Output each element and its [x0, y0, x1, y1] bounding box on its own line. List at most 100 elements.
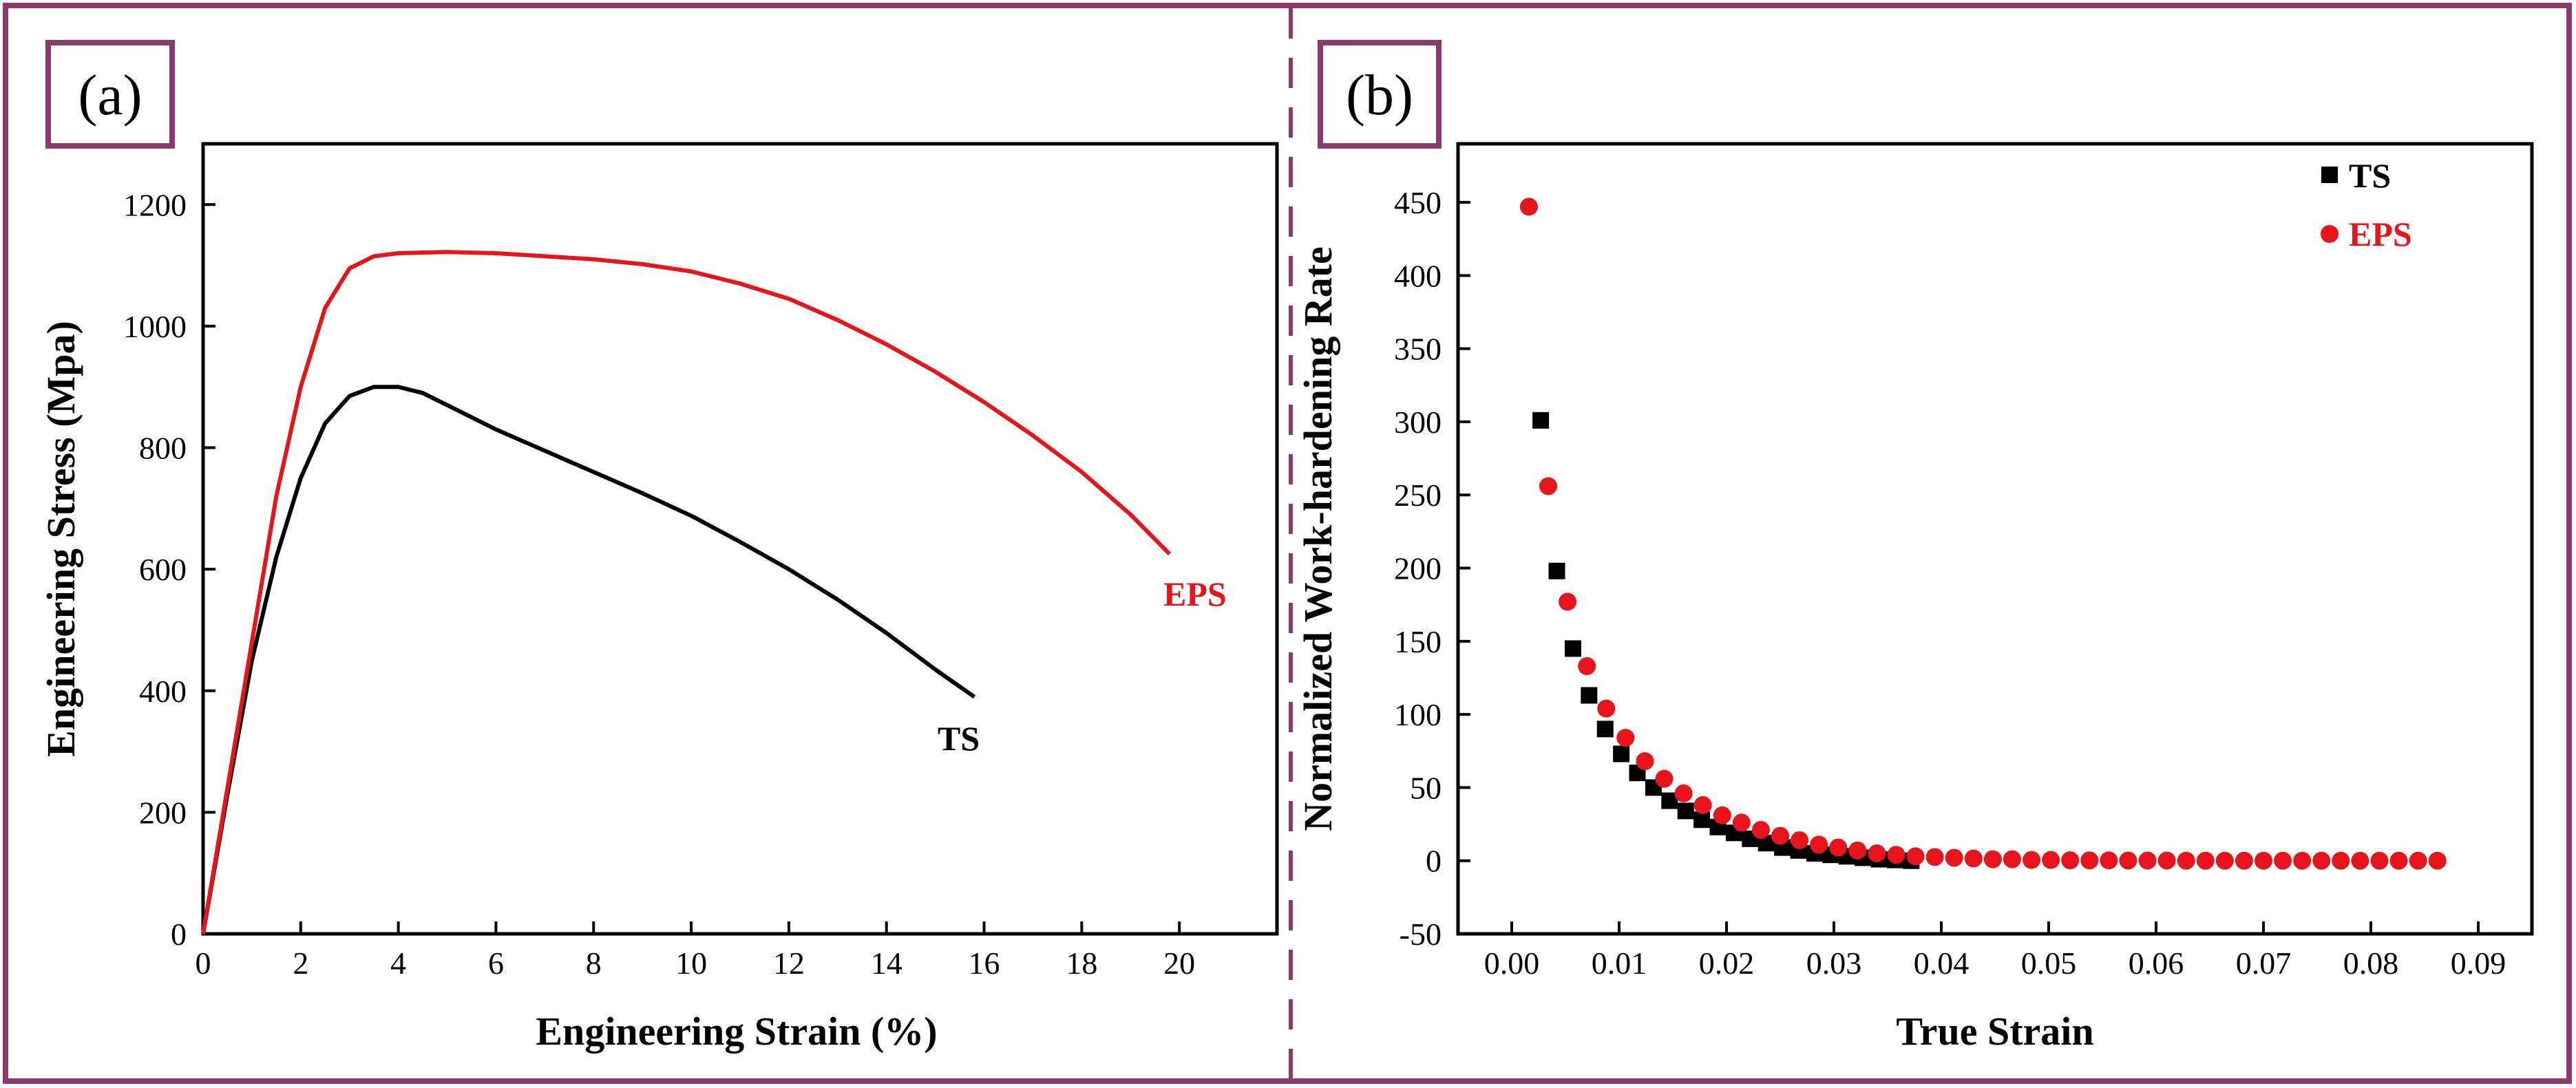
eps-point: [1925, 848, 1944, 866]
panel-a-tag-box: [45, 40, 175, 149]
b-y-tick-label: 150: [1394, 624, 1442, 659]
eps-point: [2351, 851, 2369, 870]
eps-point: [2080, 851, 2099, 870]
eps-point: [1578, 657, 1596, 675]
eps-point: [2255, 851, 2272, 870]
eps-point: [2061, 851, 2080, 870]
eps-point: [2332, 851, 2350, 870]
eps-point: [1983, 850, 2002, 868]
b-y-tick-label: 350: [1394, 332, 1442, 367]
b-x-tick-label: 0.02: [1699, 946, 1755, 981]
eps-point: [1636, 752, 1654, 771]
a-y-tick-label: 800: [139, 431, 187, 466]
ts-point: [1693, 811, 1711, 829]
legend-label-ts: TS: [2349, 156, 2391, 195]
eps-point: [2196, 851, 2215, 870]
b-y-tick-label: 450: [1394, 185, 1442, 220]
a-y-tick-label: 1200: [123, 187, 187, 222]
curve-label-eps: EPS: [1163, 575, 1227, 613]
eps-point: [1771, 826, 1789, 845]
legend-marker-eps: [2321, 225, 2339, 243]
eps-point: [2003, 850, 2021, 868]
a-y-tick-label: 400: [139, 674, 187, 709]
plot-b-x-ticks: 0.00 0.01 0.02 0.03 0.04 0.05 0.06 0.07 0.08 0.09: [1484, 921, 2506, 981]
plot-a-x-axis-title: Engineering Strain (%): [536, 1009, 937, 1054]
eps-point: [2370, 851, 2389, 870]
b-y-tick-label: 250: [1394, 478, 1442, 513]
panel-a-tag: (a): [78, 63, 142, 127]
b-x-tick-label: 0.00: [1484, 946, 1540, 981]
plot-a-y-ticks: 0 200 400 600 800 1000 1200: [123, 187, 215, 952]
eps-point: [2138, 851, 2157, 870]
b-x-tick-label: 0.01: [1592, 946, 1647, 981]
panel-b-tag-box: [1318, 40, 1442, 149]
b-x-tick-label: 0.05: [2021, 946, 2077, 981]
ts-point: [1548, 562, 1565, 579]
eps-point: [2215, 851, 2234, 870]
eps-point: [1810, 835, 1828, 854]
eps-point: [2389, 851, 2408, 870]
a-x-tick-label: 4: [390, 946, 406, 981]
b-x-tick-label: 0.04: [1914, 946, 1970, 981]
eps-point: [2100, 851, 2118, 870]
eps-point: [2274, 851, 2292, 870]
ts-point: [1596, 721, 1614, 738]
b-x-tick-label: 0.06: [2129, 946, 2184, 981]
a-y-tick-label: 0: [171, 917, 187, 952]
eps-point: [2293, 851, 2312, 870]
eps-point: [2177, 851, 2195, 870]
eps-point: [2042, 851, 2060, 869]
ts-point: [1581, 687, 1598, 704]
legend-label-eps: EPS: [2349, 215, 2412, 253]
a-x-tick-label: 14: [871, 946, 902, 981]
a-y-tick-label: 200: [139, 795, 187, 830]
curve-label-ts: TS: [938, 719, 980, 758]
eps-point: [2409, 851, 2427, 870]
b-y-tick-label: 400: [1394, 258, 1442, 293]
plot-a-y-axis-title: Engineering Stress (Mpa): [39, 321, 83, 757]
eps-point: [1964, 849, 1983, 868]
b-y-tick-label: 50: [1410, 770, 1442, 805]
eps-point: [2023, 851, 2041, 869]
b-x-tick-label: 0.08: [2343, 946, 2399, 981]
b-y-tick-label: 200: [1394, 551, 1442, 586]
a-x-tick-label: 18: [1066, 946, 1097, 981]
b-y-tick-label: 300: [1394, 405, 1442, 440]
eps-point: [1906, 847, 1925, 866]
a-x-tick-label: 0: [196, 946, 211, 981]
eps-point: [1539, 477, 1558, 495]
outer-frame: [3, 3, 2572, 1084]
eps-point: [1616, 729, 1635, 747]
panel-a: (a) 0 2 4 6 8 10 12 14 16 18 20 0 200 400 600 800 1000 1…: [39, 40, 1279, 1054]
ts-point: [1564, 640, 1581, 657]
eps-point: [1887, 846, 1905, 864]
b-x-tick-label: 0.07: [2236, 946, 2292, 981]
plot-b-y-ticks: -50 0 50 100 150 200 250 300 350 400 450: [1394, 185, 1470, 952]
plot-a-series: [201, 250, 1172, 935]
a-x-tick-label: 2: [293, 946, 308, 981]
a-y-tick-label: 600: [139, 552, 187, 587]
panel-b: (b) 0.00 0.01 0.02 0.03 0.04 0.05 0.06 0.07 0.08…: [1296, 40, 2534, 1054]
plot-b-series: [1519, 198, 2447, 870]
b-y-tick-label: -50: [1400, 917, 1442, 952]
plot-b-legend: TS EPS: [2321, 156, 2412, 253]
eps-point: [1597, 699, 1616, 718]
a-x-tick-label: 20: [1163, 946, 1195, 981]
plot-b-frame: [1456, 142, 2534, 936]
a-x-tick-label: 10: [675, 946, 707, 981]
eps-point: [1848, 841, 1867, 860]
ts-point: [1532, 412, 1550, 429]
eps-point: [2119, 851, 2137, 870]
eps-point: [2157, 851, 2176, 870]
ts-point: [1613, 745, 1630, 762]
b-x-tick-label: 0.03: [1806, 946, 1862, 981]
series-line-eps: [201, 250, 1172, 935]
eps-point: [1751, 821, 1770, 840]
ts-point: [1677, 802, 1694, 820]
eps-point: [1519, 198, 1538, 216]
eps-point: [1655, 769, 1674, 788]
eps-point: [1791, 831, 1809, 849]
b-x-tick-label: 0.09: [2451, 946, 2506, 981]
eps-point: [1674, 784, 1693, 802]
eps-point: [2235, 851, 2253, 870]
